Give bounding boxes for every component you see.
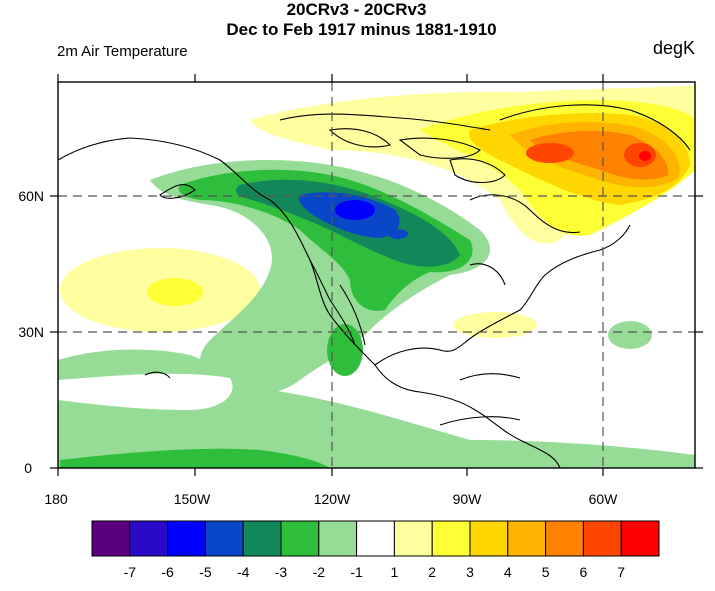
graticule: [58, 82, 695, 468]
anomaly-field: [58, 82, 695, 468]
colorbar-swatch: [167, 520, 206, 557]
colorbar-swatch: [204, 520, 244, 557]
colorbar-label: 1: [391, 564, 399, 580]
colorbar-swatch: [91, 520, 131, 557]
colorbar: -7 -6 -5 -4 -3 -2 -1 1 2 3 4 5 6 7: [91, 520, 660, 580]
colorbar-label: -5: [199, 564, 212, 580]
tick-marks: [50, 74, 703, 476]
lon-tick-150w: 150W: [174, 491, 211, 507]
lat-tick-0: 0: [24, 460, 32, 476]
colorbar-label: 6: [580, 564, 588, 580]
colorbar-swatch: [582, 520, 622, 557]
colorbar-label: 3: [466, 564, 474, 580]
colorbar-label: -2: [313, 564, 326, 580]
title-line-1: 20CRv3 - 20CRv3: [286, 0, 427, 19]
map-frame: [57, 81, 696, 469]
colorbar-swatch: [280, 520, 320, 557]
colorbar-swatch: [242, 520, 282, 557]
colorbar-label: 5: [542, 564, 550, 580]
colorbar-swatch: [545, 520, 584, 557]
colorbar-label: -6: [161, 564, 174, 580]
colorbar-label: -1: [350, 564, 363, 580]
colorbar-swatch: [393, 520, 433, 557]
variable-label: 2m Air Temperature: [57, 43, 188, 60]
lon-tick-120w: 120W: [314, 491, 351, 507]
colorbar-swatch: [129, 520, 169, 557]
lat-tick-30n: 30N: [18, 324, 44, 340]
colorbar-swatch: [469, 520, 509, 557]
lon-tick-180: 180: [44, 491, 68, 507]
lon-tick-90w: 90W: [453, 491, 483, 507]
colorbar-label: 2: [428, 564, 436, 580]
colorbar-label: -3: [275, 564, 288, 580]
colorbar-swatch: [356, 520, 395, 557]
colorbar-swatch: [318, 520, 358, 557]
units-label: degK: [652, 38, 695, 58]
colorbar-swatch: [507, 520, 547, 557]
title-line-2: Dec to Feb 1917 minus 1881-1910: [226, 20, 497, 39]
lon-tick-60w: 60W: [589, 491, 619, 507]
colorbar-label: -7: [124, 564, 137, 580]
colorbar-label: 7: [617, 564, 625, 580]
colorbar-swatch: [431, 520, 471, 557]
colorbar-label: 4: [504, 564, 512, 580]
lat-tick-60n: 60N: [18, 188, 44, 204]
colorbar-label: -4: [237, 564, 250, 580]
colorbar-swatch: [620, 520, 660, 557]
